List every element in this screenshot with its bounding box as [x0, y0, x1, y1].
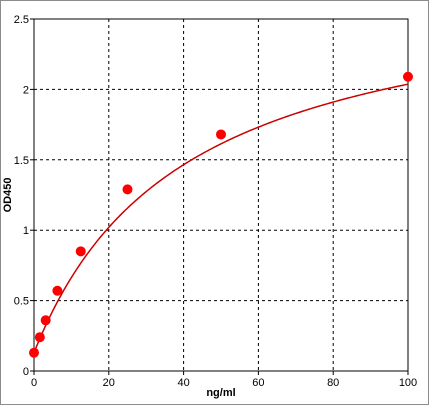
plot-border	[33, 18, 409, 372]
x-tick-label: 100	[399, 377, 417, 389]
data-points	[29, 71, 413, 358]
y-axis-label: OD450	[2, 178, 14, 213]
data-point	[403, 71, 413, 82]
y-tick-label: 1	[23, 225, 29, 237]
y-tick-labels: 0 0.5 1 1.5 2 2.5	[14, 14, 34, 378]
data-point	[34, 332, 45, 343]
plot-area	[34, 19, 408, 371]
data-point	[75, 246, 86, 257]
data-point	[216, 129, 226, 140]
data-point	[29, 347, 39, 358]
data-point	[52, 285, 63, 296]
x-tick-label: 60	[252, 377, 264, 389]
x-axis-label: ng/ml	[206, 387, 235, 399]
x-tick-label: 40	[177, 377, 189, 389]
y-tick-label: 2	[23, 84, 29, 96]
x-tick-label: 20	[103, 377, 115, 389]
y-tick-label: 2.5	[14, 14, 29, 26]
y-tick-label: 0	[23, 366, 29, 378]
data-point	[122, 184, 133, 195]
grid-lines	[34, 19, 408, 371]
fit-curve	[33, 83, 409, 353]
axes	[33, 18, 409, 372]
fit-curve-layer	[33, 83, 409, 353]
x-tick-label: 80	[327, 377, 339, 389]
y-tick-label: 1.5	[14, 155, 29, 167]
data-point	[40, 315, 51, 326]
x-tick-labels: 0 20 40 60 80 100	[31, 371, 417, 389]
x-tick-label: 0	[31, 377, 37, 389]
y-tick-label: 0.5	[14, 296, 29, 308]
